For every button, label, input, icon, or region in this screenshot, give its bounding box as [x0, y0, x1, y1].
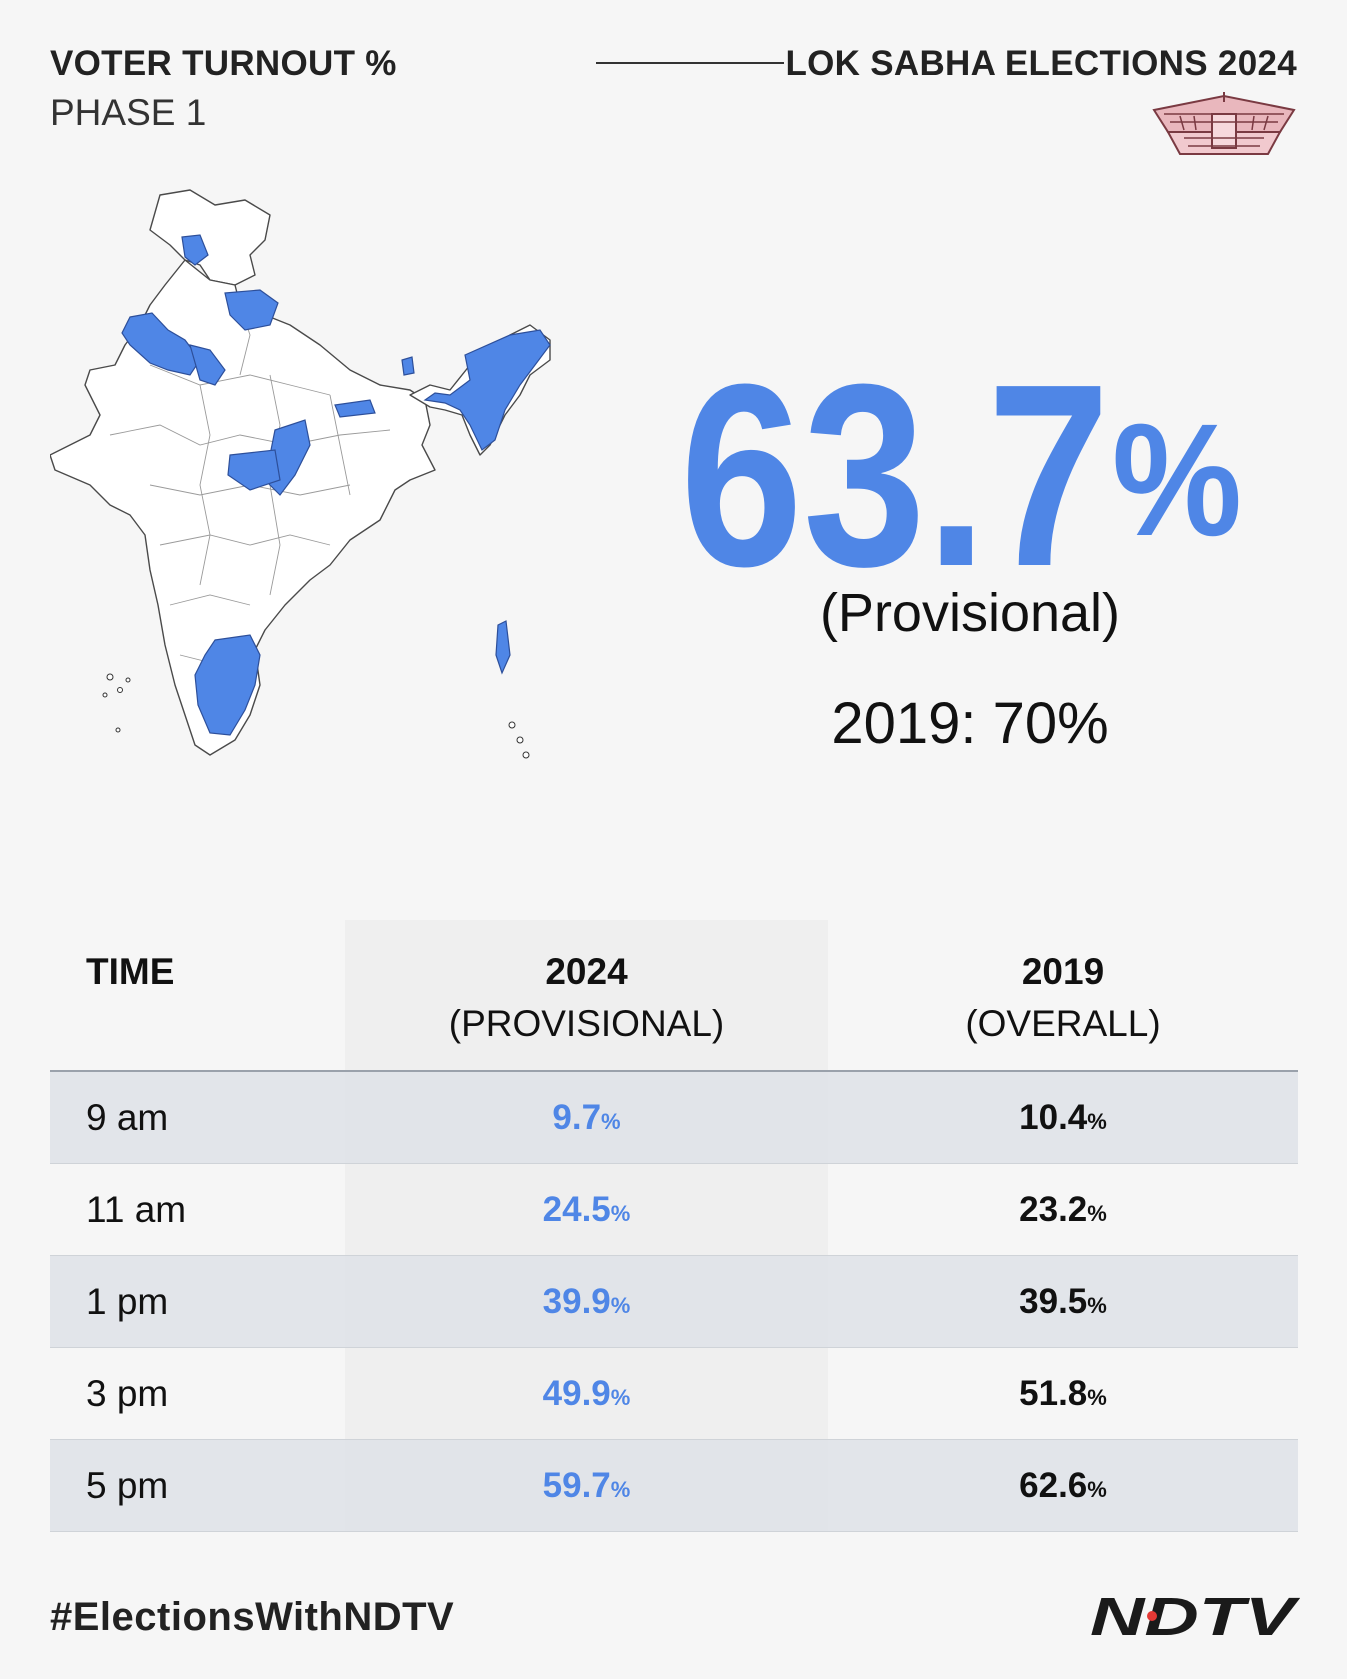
header-2019-year: 2019: [1021, 951, 1105, 992]
table-row: 5 pm 59.7% 62.6%: [50, 1440, 1298, 1532]
map-region-north: [149, 189, 271, 286]
table-row: 3 pm 49.9% 51.8%: [50, 1348, 1298, 1440]
value-2019-cell: 39.5%: [1019, 1282, 1107, 1321]
value-2019-cell: 23.2%: [1019, 1190, 1107, 1229]
provisional-label: (Provisional): [819, 583, 1121, 643]
map-highlight-jk: [181, 234, 209, 266]
value-2024-cell: 9.7%: [552, 1098, 621, 1137]
value-2019-cell: 51.8%: [1019, 1374, 1107, 1413]
hashtag: #ElectionsWithNDTV: [50, 1595, 455, 1639]
map-highlight-northeast: [423, 329, 551, 451]
map-region-mainland: [50, 259, 436, 756]
ndtv-logo: NDTV: [1090, 1590, 1300, 1640]
header-2024-note: (PROVISIONAL): [448, 1003, 725, 1044]
map-highlight-tamilnadu: [194, 634, 261, 736]
turnout-value: 63.7: [680, 335, 1110, 575]
previous-turnout: 2019: 70%: [831, 691, 1109, 756]
header-2024: 2024 (PROVISIONAL): [345, 946, 828, 1050]
parliament-building-icon: [1152, 92, 1296, 155]
time-cell: 1 pm: [86, 1281, 169, 1322]
value-2024-cell: 49.9%: [542, 1374, 631, 1413]
infographic-title: VOTER TURNOUT %: [50, 44, 397, 83]
header-2019-note: (OVERALL): [965, 1003, 1161, 1044]
map-highlight-rajasthan: [121, 312, 201, 376]
turnout-table: TIME 2024 (PROVISIONAL) 2019 (OVERALL) 9…: [50, 920, 1298, 1532]
map-highlight-uttarakhand: [224, 289, 279, 331]
value-2024-cell: 59.7%: [542, 1466, 631, 1505]
map-highlight-sikkim: [401, 356, 415, 376]
table-row: 11 am 24.5% 23.2%: [50, 1164, 1298, 1256]
column-highlight-2024: [345, 920, 828, 1532]
time-cell: 11 am: [86, 1189, 187, 1230]
table-header: TIME 2024 (PROVISIONAL) 2019 (OVERALL): [50, 920, 1298, 1072]
header-2024-year: 2024: [545, 951, 628, 992]
table-row: 1 pm 39.9% 39.5%: [50, 1256, 1298, 1348]
header-2019: 2019 (OVERALL): [828, 946, 1298, 1050]
header-time: TIME: [86, 951, 175, 992]
map-highlight-maharashtra-east: [227, 449, 281, 491]
time-cell: 3 pm: [86, 1373, 169, 1414]
map-highlight-bihar: [334, 399, 376, 418]
headline-turnout: 63.7 %: [680, 335, 1242, 575]
value-2024-cell: 39.9%: [542, 1282, 631, 1321]
map-highlight-up-west: [189, 344, 226, 386]
election-label: LOK SABHA ELECTIONS 2024: [785, 44, 1297, 83]
logo-dot: [1147, 1611, 1157, 1621]
map-highlight-andaman: [495, 620, 511, 675]
time-cell: 9 am: [86, 1097, 169, 1138]
turnout-percent-sign: %: [1112, 390, 1242, 569]
header-divider: [596, 62, 784, 64]
time-cell: 5 pm: [86, 1465, 169, 1506]
phase-label: PHASE 1: [50, 92, 207, 133]
value-2019-cell: 10.4%: [1019, 1098, 1107, 1137]
value-2024-cell: 24.5%: [542, 1190, 631, 1229]
value-2019-cell: 62.6%: [1019, 1466, 1107, 1505]
india-map: [50, 189, 551, 759]
svg-text:NDTV: NDTV: [1090, 1590, 1300, 1640]
table-row: 9 am 9.7% 10.4%: [50, 1072, 1298, 1164]
